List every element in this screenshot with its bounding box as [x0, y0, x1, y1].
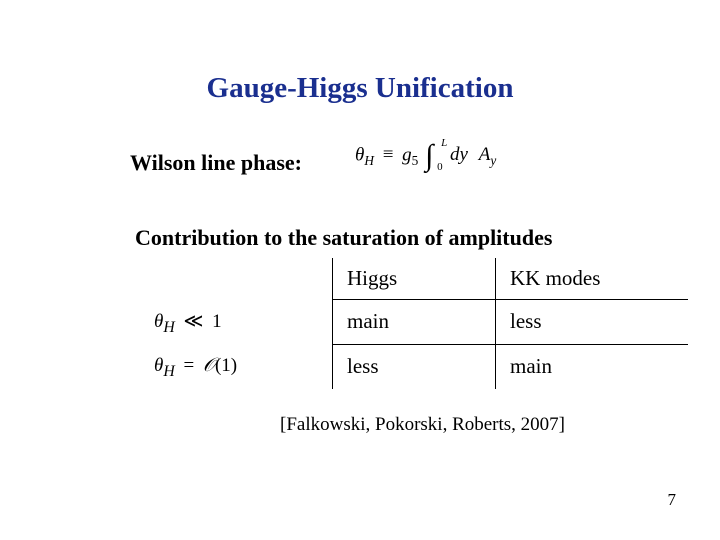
citation: [Falkowski, Pokorski, Roberts, 2007]: [280, 414, 565, 436]
contribution-heading: Contribution to the saturation of amplit…: [135, 225, 552, 251]
col-header-higgs: Higgs: [333, 258, 496, 300]
table-row: θH = 𝒪(1) less main: [140, 344, 688, 389]
slide: Gauge-Higgs Unification Wilson line phas…: [0, 0, 720, 540]
integral-upper: L: [441, 137, 447, 149]
g-var: g: [402, 144, 412, 165]
slide-title: Gauge-Higgs Unification: [0, 72, 720, 105]
A-sub: y: [490, 153, 496, 168]
cell-higgs-1: main: [333, 300, 496, 345]
theta-var: θ: [355, 144, 364, 165]
theta-sub: H: [163, 363, 174, 380]
much-less-symbol: ≪: [180, 311, 208, 332]
cell-higgs-2: less: [333, 344, 496, 389]
cell-kk-2: main: [496, 344, 689, 389]
theta-sub: H: [364, 153, 374, 168]
wilson-phase-label: Wilson line phase:: [130, 150, 302, 176]
wilson-phase-formula: θH ≡ g5 ∫ L 0 dy Ay: [355, 141, 525, 171]
theta-sub: H: [163, 318, 174, 335]
condition-order-one: θH = 𝒪(1): [140, 344, 333, 389]
table-row: θH ≪ 1 main less: [140, 300, 688, 345]
order-arg: (1): [215, 355, 237, 376]
integral-lower: 0: [437, 161, 443, 173]
A-var: A: [473, 144, 491, 165]
contribution-table: Higgs KK modes θH ≪ 1 main less θH: [140, 258, 688, 389]
g-sub: 5: [412, 153, 419, 168]
rhs-one: 1: [212, 311, 222, 332]
page-number: 7: [668, 490, 677, 510]
big-O-symbol: 𝒪: [203, 355, 215, 376]
equals-symbol: =: [180, 355, 199, 376]
theta-var: θ: [154, 355, 163, 376]
cell-kk-1: less: [496, 300, 689, 345]
col-header-kk: KK modes: [496, 258, 689, 300]
integral: ∫ L 0: [425, 141, 433, 171]
theta-var: θ: [154, 311, 163, 332]
table-header-row: Higgs KK modes: [140, 258, 688, 300]
equiv-symbol: ≡: [379, 144, 398, 165]
condition-small-theta: θH ≪ 1: [140, 300, 333, 345]
